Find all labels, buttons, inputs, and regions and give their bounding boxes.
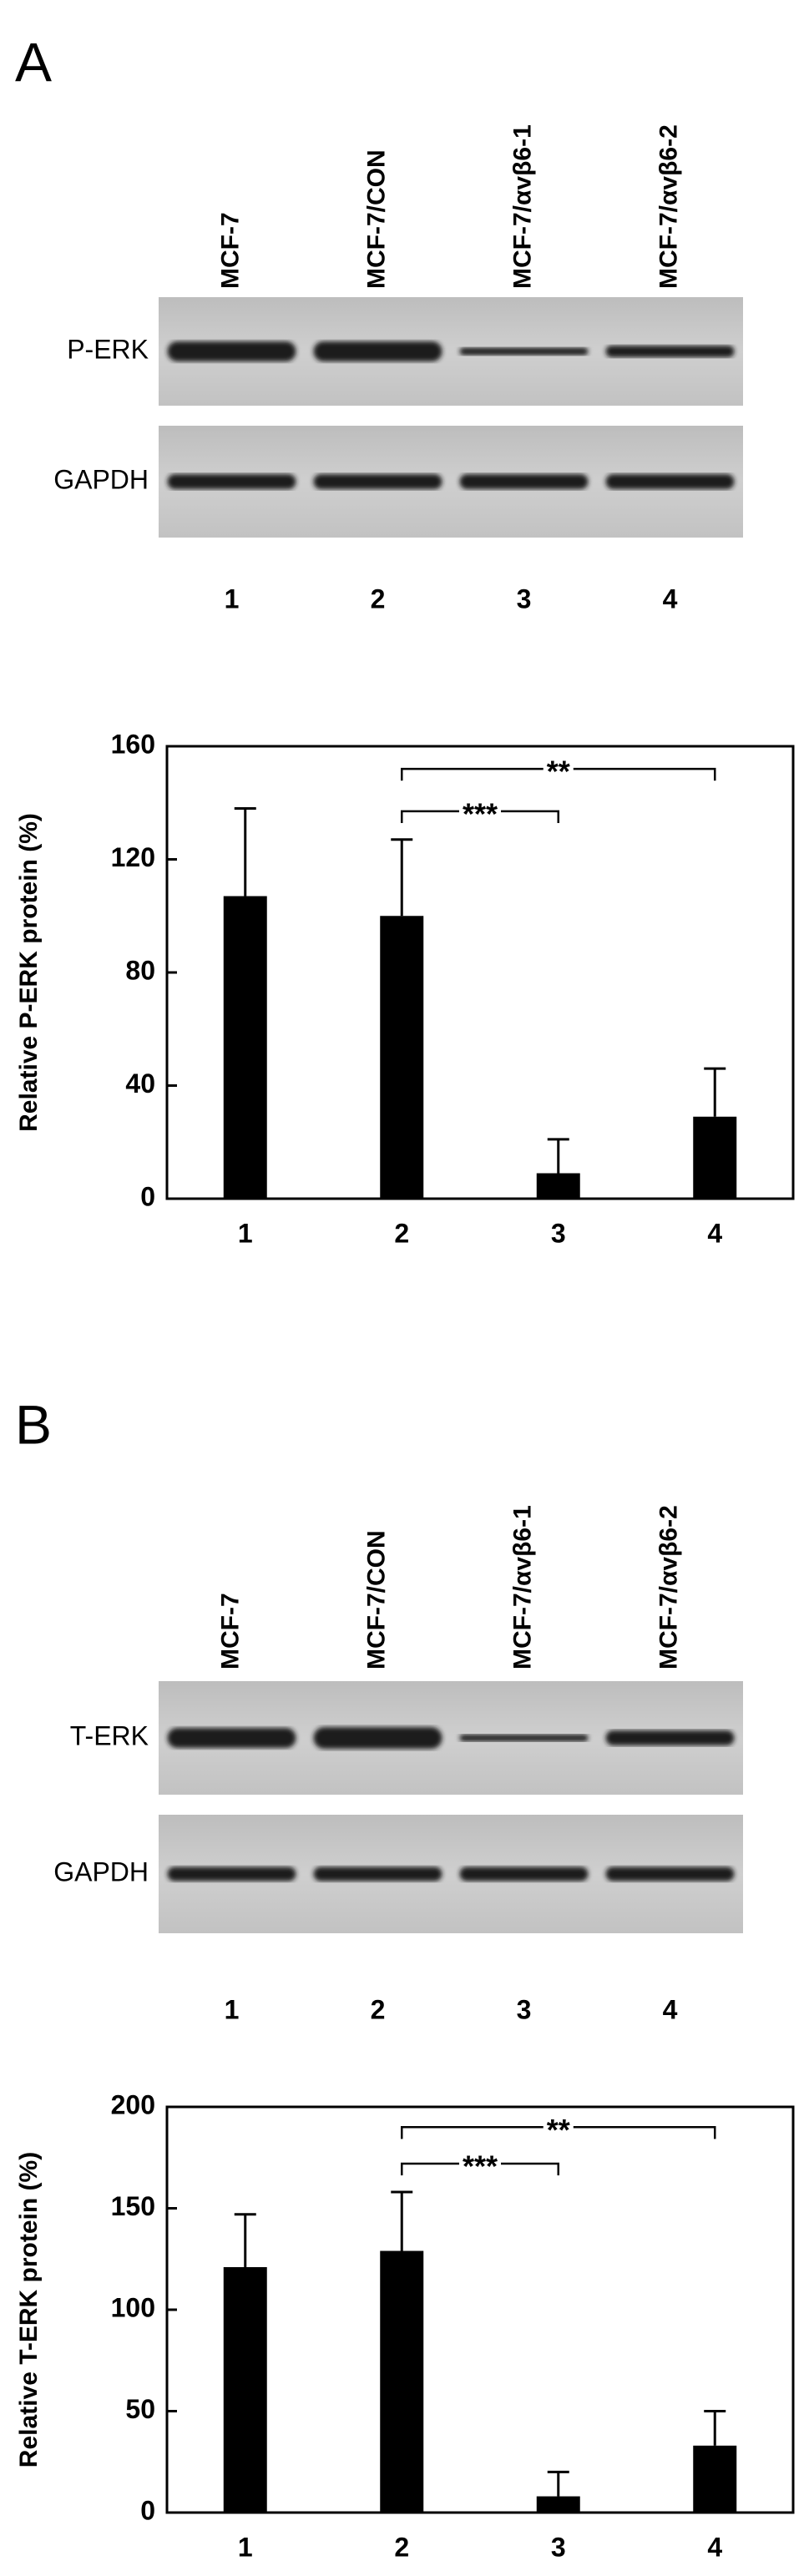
bar xyxy=(693,2445,737,2513)
lane-label: MCF-7/CON xyxy=(362,1530,390,1669)
y-tick-label: 0 xyxy=(140,2495,155,2525)
y-tick-label: 50 xyxy=(125,2394,155,2424)
lane-label: MCF-7/CON xyxy=(362,149,390,289)
blot-band xyxy=(313,1866,442,1881)
blot-band xyxy=(313,474,442,489)
lane-number: 2 xyxy=(371,1994,386,2024)
y-tick-label: 120 xyxy=(111,842,155,872)
blot-band xyxy=(459,474,589,489)
blot-label: T-ERK xyxy=(70,1720,149,1750)
bar xyxy=(223,896,267,1199)
blot-band xyxy=(605,1730,735,1745)
blot-label: GAPDH xyxy=(53,1856,149,1887)
bar xyxy=(536,1173,580,1199)
x-tick-label: 1 xyxy=(238,2532,253,2562)
y-axis-label: Relative T-ERK protein (%) xyxy=(15,2152,43,2467)
blot-band xyxy=(167,1728,296,1748)
y-axis-label: Relative P-ERK protein (%) xyxy=(15,813,43,1132)
lane-label: MCF-7/αvβ6-2 xyxy=(655,1505,682,1669)
x-tick-label: 1 xyxy=(238,1218,253,1248)
blot-band xyxy=(459,347,589,356)
blot-band xyxy=(459,1735,589,1741)
blot-band xyxy=(605,474,735,489)
blot-band xyxy=(605,346,735,357)
bar xyxy=(693,1116,737,1199)
y-tick-label: 0 xyxy=(140,1181,155,1211)
lane-label: MCF-7 xyxy=(216,1593,244,1669)
blot-band xyxy=(605,1866,735,1881)
x-tick-label: 3 xyxy=(551,2532,566,2562)
lane-number: 4 xyxy=(663,583,678,614)
blot-band xyxy=(313,1727,442,1749)
blot-band xyxy=(167,474,296,489)
y-tick-label: 100 xyxy=(111,2292,155,2322)
label-background xyxy=(543,2124,574,2131)
x-tick-label: 2 xyxy=(394,2532,409,2562)
bar xyxy=(380,2250,424,2513)
blot-label: GAPDH xyxy=(53,464,149,494)
y-tick-label: 40 xyxy=(125,1068,155,1099)
x-tick-label: 2 xyxy=(394,1218,409,1248)
lane-number: 4 xyxy=(663,1994,678,2024)
x-tick-label: 3 xyxy=(551,1218,566,1248)
lane-number: 3 xyxy=(517,583,532,614)
blot-band xyxy=(313,341,442,361)
y-tick-label: 80 xyxy=(125,955,155,985)
y-tick-label: 160 xyxy=(111,729,155,759)
significance-label: *** xyxy=(463,796,498,831)
y-tick-label: 150 xyxy=(111,2191,155,2221)
x-tick-label: 4 xyxy=(707,2532,722,2562)
significance-label: ** xyxy=(547,755,570,789)
lane-number: 1 xyxy=(225,1994,240,2024)
blot-band xyxy=(167,1866,296,1881)
lane-number: 3 xyxy=(517,1994,532,2024)
lane-label: MCF-7/αvβ6-1 xyxy=(508,124,536,289)
label-background xyxy=(458,2160,502,2168)
panel-letter: B xyxy=(15,1393,52,1455)
y-tick-label: 200 xyxy=(111,2089,155,2119)
blot-band xyxy=(167,341,296,361)
significance-label: *** xyxy=(463,2149,498,2184)
x-tick-label: 4 xyxy=(707,1218,722,1248)
lane-label: MCF-7/αvβ6-2 xyxy=(655,124,682,289)
blot-label: P-ERK xyxy=(67,334,149,364)
lane-number: 1 xyxy=(225,583,240,614)
panel-letter: A xyxy=(15,31,52,93)
bar xyxy=(223,2266,267,2513)
lane-number: 2 xyxy=(371,583,386,614)
bar xyxy=(536,2496,580,2513)
bar xyxy=(380,916,424,1199)
blot-band xyxy=(459,1866,589,1881)
lane-label: MCF-7 xyxy=(216,212,244,289)
label-background xyxy=(543,765,574,773)
lane-label: MCF-7/αvβ6-1 xyxy=(508,1505,536,1669)
label-background xyxy=(458,807,502,815)
significance-label: ** xyxy=(547,2113,570,2147)
